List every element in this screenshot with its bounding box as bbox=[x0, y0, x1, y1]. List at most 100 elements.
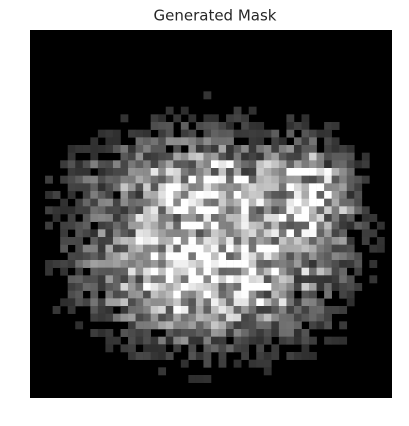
mask-pixel bbox=[293, 152, 302, 161]
mask-pixel bbox=[286, 306, 295, 314]
mask-pixel bbox=[316, 283, 325, 291]
mask-pixel bbox=[203, 122, 212, 130]
mask-pixel bbox=[67, 283, 76, 291]
mask-pixel bbox=[112, 313, 121, 322]
mask-pixel bbox=[256, 183, 265, 192]
mask-pixel bbox=[203, 206, 212, 215]
mask-pixel bbox=[263, 244, 272, 253]
mask-pixel bbox=[256, 267, 265, 276]
mask-pixel bbox=[75, 252, 84, 261]
mask-pixel bbox=[112, 160, 121, 169]
mask-pixel bbox=[203, 252, 212, 261]
mask-pixel bbox=[165, 298, 174, 307]
mask-pixel bbox=[339, 145, 348, 153]
mask-pixel bbox=[286, 175, 295, 184]
mask-pixel bbox=[256, 244, 265, 253]
mask-pixel bbox=[203, 129, 212, 138]
mask-pixel bbox=[120, 145, 129, 153]
mask-pixel bbox=[158, 206, 167, 215]
mask-pixel bbox=[120, 275, 129, 284]
mask-pixel bbox=[316, 168, 325, 176]
mask-pixel bbox=[301, 260, 310, 268]
mask-pixel bbox=[218, 206, 227, 215]
mask-pixel bbox=[165, 198, 174, 207]
mask-pixel bbox=[158, 152, 167, 161]
mask-pixel bbox=[158, 336, 167, 345]
mask-pixel bbox=[203, 175, 212, 184]
mask-pixel bbox=[256, 336, 265, 345]
mask-pixel bbox=[143, 252, 151, 261]
mask-pixel bbox=[180, 237, 189, 245]
mask-pixel bbox=[165, 229, 174, 238]
mask-pixel bbox=[316, 221, 325, 230]
mask-pixel bbox=[173, 290, 182, 299]
mask-pixel bbox=[203, 160, 212, 169]
mask-pixel bbox=[369, 214, 378, 222]
mask-pixel bbox=[105, 283, 114, 291]
mask-pixel bbox=[195, 306, 204, 314]
mask-pixel bbox=[339, 152, 348, 161]
mask-pixel bbox=[256, 206, 265, 215]
mask-pixel bbox=[263, 336, 272, 345]
mask-pixel bbox=[324, 221, 332, 230]
mask-pixel bbox=[143, 137, 151, 146]
mask-pixel bbox=[173, 221, 182, 230]
mask-pixel bbox=[309, 191, 317, 199]
mask-pixel bbox=[354, 267, 363, 276]
mask-pixel bbox=[241, 129, 250, 138]
mask-pixel bbox=[271, 229, 280, 238]
mask-pixel bbox=[369, 260, 378, 268]
mask-pixel bbox=[263, 298, 272, 307]
mask-pixel bbox=[316, 267, 325, 276]
mask-pixel bbox=[128, 152, 136, 161]
mask-pixel bbox=[203, 198, 212, 207]
mask-pixel bbox=[150, 168, 159, 176]
mask-pixel bbox=[165, 329, 174, 337]
mask-pixel bbox=[60, 160, 69, 169]
mask-pixel bbox=[90, 267, 99, 276]
mask-pixel bbox=[241, 152, 250, 161]
mask-pixel bbox=[226, 168, 234, 176]
mask-pixel bbox=[173, 183, 182, 192]
mask-pixel bbox=[248, 244, 257, 253]
mask-pixel bbox=[218, 152, 227, 161]
mask-pixel bbox=[226, 122, 234, 130]
mask-pixel bbox=[346, 260, 355, 268]
mask-pixel bbox=[248, 175, 257, 184]
mask-pixel bbox=[158, 137, 167, 146]
mask-pixel bbox=[120, 183, 129, 192]
mask-pixel bbox=[354, 252, 363, 261]
mask-pixel bbox=[301, 336, 310, 345]
mask-pixel bbox=[90, 206, 99, 215]
mask-pixel bbox=[346, 221, 355, 230]
mask-pixel bbox=[112, 336, 121, 345]
mask-pixel bbox=[112, 145, 121, 153]
mask-pixel bbox=[293, 244, 302, 253]
mask-pixel bbox=[97, 168, 106, 176]
mask-pixel bbox=[271, 145, 280, 153]
mask-pixel bbox=[112, 283, 121, 291]
mask-pixel bbox=[309, 183, 317, 192]
mask-pixel bbox=[173, 267, 182, 276]
mask-pixel bbox=[128, 183, 136, 192]
mask-pixel bbox=[203, 283, 212, 291]
mask-pixel bbox=[361, 229, 370, 238]
mask-pixel bbox=[324, 290, 332, 299]
mask-pixel bbox=[60, 175, 69, 184]
mask-pixel bbox=[218, 283, 227, 291]
mask-pixel bbox=[324, 191, 332, 199]
mask-pixel bbox=[226, 329, 234, 337]
mask-pixel bbox=[293, 313, 302, 322]
mask-pixel bbox=[346, 206, 355, 215]
mask-pixel bbox=[180, 252, 189, 261]
mask-pixel bbox=[301, 267, 310, 276]
mask-pixel bbox=[158, 321, 167, 330]
mask-pixel bbox=[211, 267, 219, 276]
mask-pixel bbox=[271, 298, 280, 307]
mask-pixel bbox=[286, 283, 295, 291]
mask-pixel bbox=[120, 168, 129, 176]
mask-pixel bbox=[218, 313, 227, 322]
mask-pixel bbox=[143, 145, 151, 153]
mask-pixel bbox=[233, 321, 242, 330]
mask-pixel bbox=[82, 168, 91, 176]
